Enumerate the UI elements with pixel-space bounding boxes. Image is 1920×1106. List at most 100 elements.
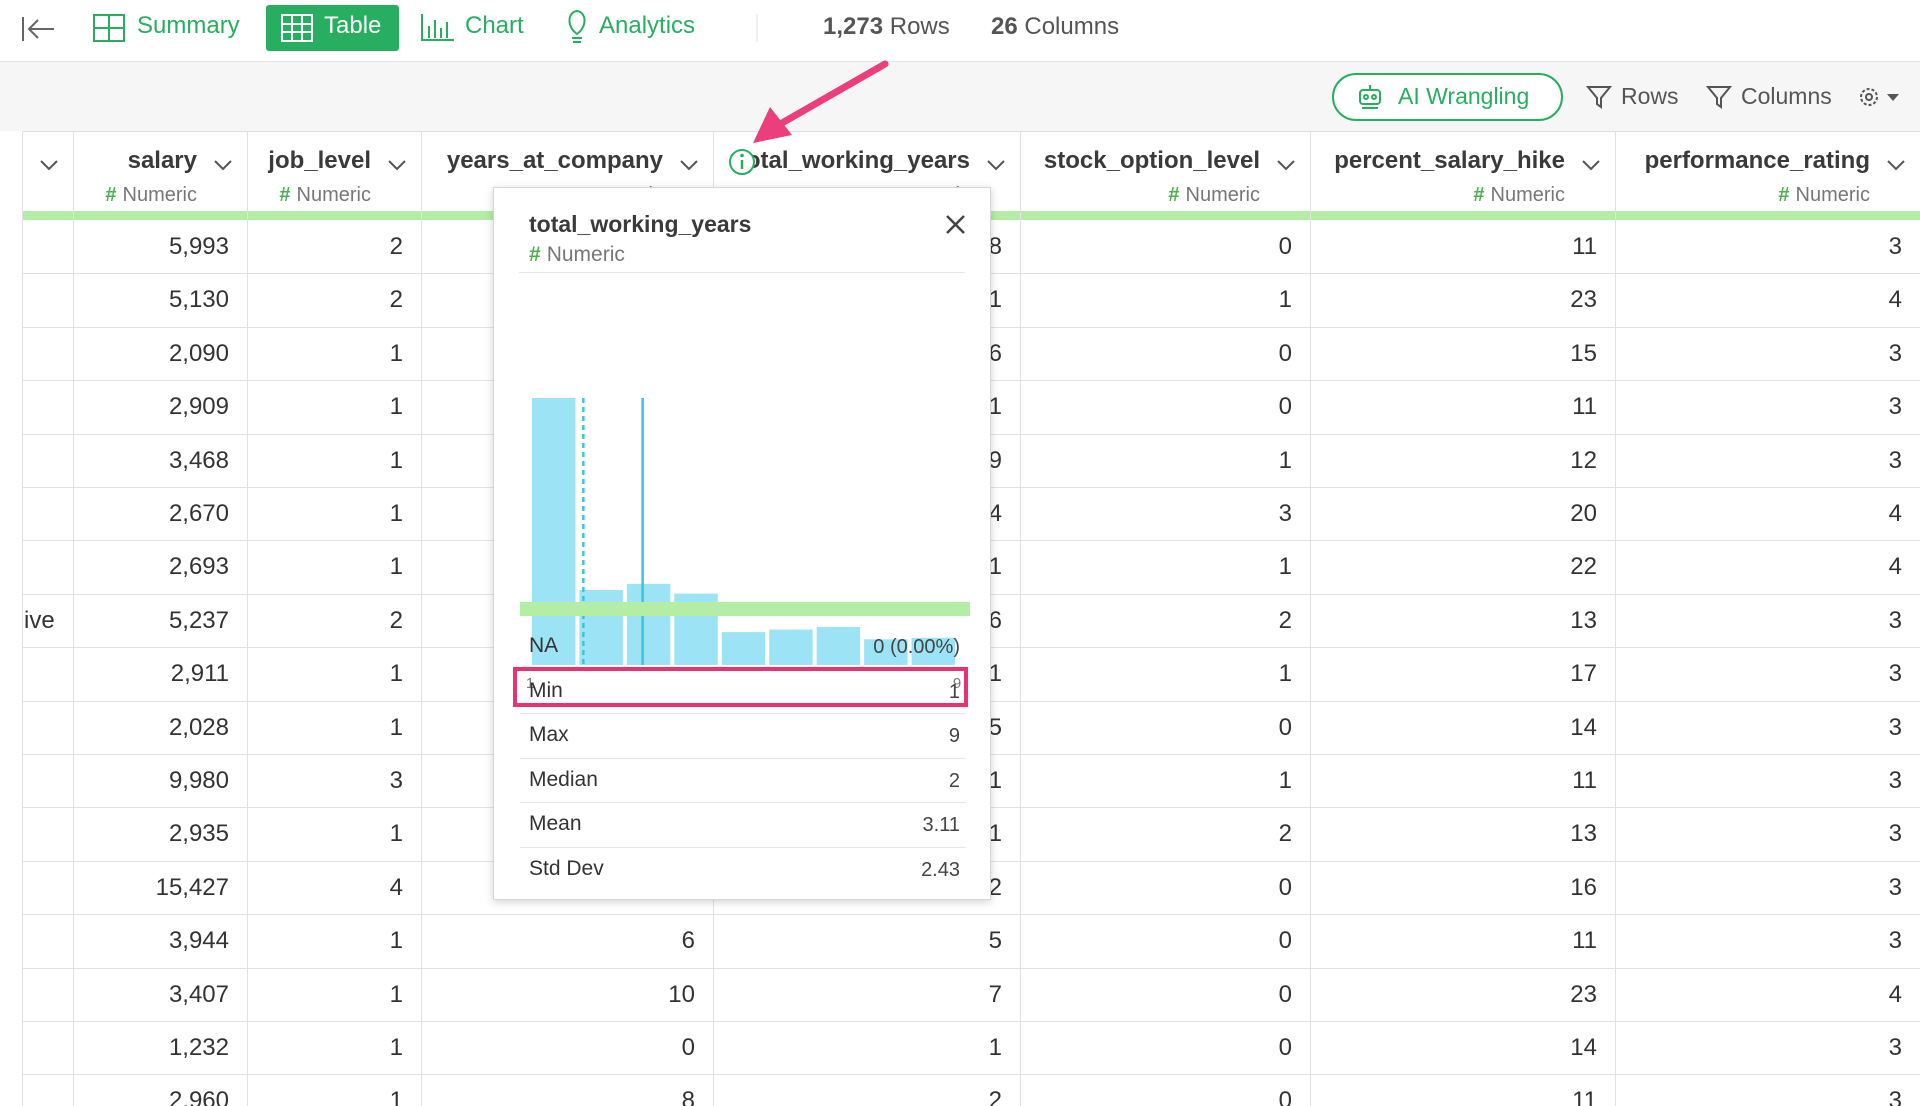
row-count-label: Rows <box>889 13 950 40</box>
cell: 3 <box>1888 713 1902 741</box>
column-count-label: Columns <box>1024 13 1120 40</box>
stat-value: 0 (0.00%) <box>873 636 960 658</box>
column-menu[interactable] <box>39 158 59 172</box>
column-menu[interactable] <box>1581 158 1601 172</box>
tab-table-bg[interactable] <box>266 5 399 51</box>
columns-filter[interactable]: Columns <box>1741 83 1832 109</box>
column-border <box>1310 131 1311 1106</box>
histogram-bar <box>532 398 576 665</box>
annotation-arrow <box>753 60 889 143</box>
column-border <box>421 131 422 1106</box>
type-icon: # <box>1168 184 1180 206</box>
cell: 2 <box>389 233 403 260</box>
cell: 3 <box>1888 1034 1902 1061</box>
stat-label: Mean <box>529 812 582 836</box>
column-menu[interactable] <box>1886 158 1906 172</box>
cell: 2 <box>988 1087 1002 1106</box>
cell: 1 <box>389 820 403 848</box>
rows-filter[interactable]: Rows <box>1621 83 1679 109</box>
stat-value: 9 <box>948 725 960 748</box>
ai-wrangling-label[interactable]: AI Wrangling <box>1398 83 1530 109</box>
column-name: performance_rating <box>1644 147 1870 174</box>
column-type: #Numeric <box>105 183 197 207</box>
cell: 1 <box>389 927 403 955</box>
cell: 1 <box>389 553 403 581</box>
cell: 3,468 <box>168 446 229 474</box>
type-label: Numeric <box>296 184 371 206</box>
cell: 3 <box>1888 927 1902 955</box>
cell: 16 <box>1570 873 1597 901</box>
chevron <box>40 160 58 171</box>
stat-value: 3.11 <box>922 814 960 837</box>
cell: 0 <box>1278 873 1292 901</box>
cell: 0 <box>1278 713 1292 741</box>
cell: 0 <box>1278 1087 1292 1106</box>
cell: 1 <box>1278 446 1292 474</box>
cell: 2,960 <box>168 1087 229 1106</box>
row-border <box>22 914 1920 916</box>
cell: 1 <box>988 286 1002 314</box>
back-icon[interactable] <box>20 14 56 44</box>
cell: 8 <box>988 233 1002 260</box>
type-label: Numeric <box>122 184 197 206</box>
chevron <box>214 160 232 171</box>
settings-icon[interactable] <box>1857 84 1907 110</box>
column-menu[interactable] <box>387 158 407 172</box>
column-menu[interactable] <box>1276 158 1296 172</box>
tab-icons <box>93 9 758 43</box>
column-name: total_working_years <box>737 147 970 174</box>
chevron <box>1887 160 1905 171</box>
cell: 0 <box>1278 1034 1292 1061</box>
column-menu[interactable] <box>213 158 233 172</box>
stat-divider <box>520 757 966 759</box>
cell: 1 <box>389 980 403 1008</box>
cell: 1,232 <box>168 1034 229 1061</box>
cell: 22 <box>1570 553 1597 581</box>
cell: 1 <box>988 660 1002 688</box>
cell: 17 <box>1570 660 1597 688</box>
column-menu[interactable] <box>986 158 1006 172</box>
tab[interactable]: Table <box>324 12 382 39</box>
row-border <box>22 1074 1920 1076</box>
cell: 9 <box>988 446 1002 474</box>
cell: 2,909 <box>168 393 229 421</box>
column-border <box>247 131 248 1106</box>
popup-type: # Numeric <box>529 243 625 267</box>
cell: 3 <box>1888 393 1902 421</box>
histogram-bar <box>769 629 813 665</box>
chevron <box>1277 160 1295 171</box>
cell: 4 <box>988 500 1002 527</box>
column-count-number: 26 <box>991 13 1018 40</box>
tab[interactable]: Chart <box>465 12 524 39</box>
column-border <box>1020 131 1021 1106</box>
row-count-number: 1,273 <box>823 13 884 40</box>
stat-label: Std Dev <box>529 857 604 880</box>
chevron <box>388 160 406 171</box>
column-type: #Numeric <box>1168 183 1260 207</box>
cell: 5 <box>988 927 1002 955</box>
column-name: job_level <box>268 147 371 174</box>
cell: 3 <box>1888 820 1902 848</box>
info-icon[interactable] <box>727 147 757 177</box>
row-count: 1,273 Rows <box>823 13 950 41</box>
close-button[interactable] <box>944 213 968 237</box>
cell: 1 <box>1278 553 1292 581</box>
cell: 1 <box>389 1034 403 1061</box>
cell: 1 <box>389 393 403 421</box>
cell: 0 <box>1278 393 1292 421</box>
cell: 2 <box>1278 820 1292 848</box>
column-border <box>22 131 23 1106</box>
cell: 1 <box>1278 767 1292 794</box>
tab[interactable]: Analytics <box>599 12 696 39</box>
cell: 6 <box>681 927 695 955</box>
cell: 10 <box>668 980 695 1008</box>
tab[interactable]: Summary <box>137 12 240 39</box>
cell: 6 <box>988 339 1002 367</box>
cell: 9,980 <box>168 767 229 794</box>
ai-wrangling-button[interactable] <box>1332 73 1563 121</box>
stat-label: NA <box>529 634 559 657</box>
column-menu[interactable] <box>679 158 699 172</box>
cell: 3 <box>1888 660 1902 688</box>
stat-divider <box>520 847 966 848</box>
type-label: Numeric <box>1795 184 1870 206</box>
